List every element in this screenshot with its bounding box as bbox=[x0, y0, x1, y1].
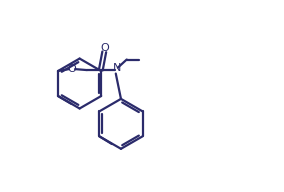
Text: O: O bbox=[100, 43, 109, 53]
Text: N: N bbox=[112, 63, 121, 73]
Text: O: O bbox=[68, 64, 76, 74]
